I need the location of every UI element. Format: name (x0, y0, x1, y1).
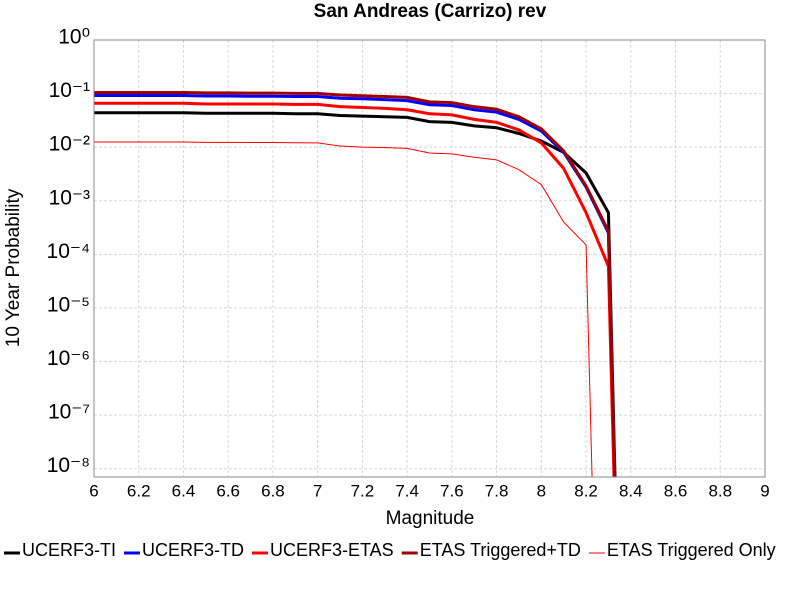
series-line (94, 101, 616, 477)
plot-frame (93, 39, 766, 478)
legend-label: UCERF3-TI (22, 540, 116, 560)
x-tick-label: 7.8 (485, 481, 509, 500)
x-axis-label: Magnitude (386, 508, 475, 529)
x-tick-label: 7 (313, 481, 322, 500)
y-axis-label: 10 Year Probability (3, 188, 24, 347)
y-tick-label: 10⁻⁷ (48, 401, 90, 424)
legend-label: UCERF3-TD (142, 540, 244, 560)
plot-lines (94, 90, 617, 477)
x-tick-label: 7.6 (440, 481, 464, 500)
x-tick-label: 6.2 (127, 481, 151, 500)
series-line (94, 141, 593, 477)
x-tick-label: 6 (89, 481, 98, 500)
y-tick-label: 10⁻² (49, 133, 90, 156)
x-tick-label: 8 (537, 481, 546, 500)
x-tick-label: 7.2 (351, 481, 375, 500)
legend-item: ETAS Triggered Only (588, 540, 776, 560)
x-tick-label: 8.2 (574, 481, 598, 500)
legend-label: ETAS Triggered+TD (420, 540, 581, 560)
y-tick-label: 10⁻⁶ (47, 347, 90, 370)
legend-label: ETAS Triggered Only (607, 540, 776, 560)
series-line (94, 111, 617, 477)
x-tick-label: 6.8 (261, 481, 285, 500)
series-line (94, 94, 617, 477)
x-tick-label: 7.4 (395, 481, 419, 500)
x-tick-label: 9 (760, 481, 769, 500)
x-tick-label: 6.4 (172, 481, 196, 500)
legend-label: UCERF3-ETAS (270, 540, 394, 560)
y-tick-label: 10⁻⁸ (47, 454, 90, 477)
y-tick-label: 10⁻⁴ (47, 240, 90, 263)
x-tick-label: 8.4 (619, 481, 643, 500)
legend-item: ETAS Triggered+TD (401, 540, 581, 560)
y-tick-label: 10⁻¹ (49, 79, 90, 102)
x-tick-label: 8.6 (664, 481, 688, 500)
series-line (94, 90, 617, 477)
y-tick-label: 10⁻³ (49, 186, 90, 209)
y-tick-label: 10⁰ (58, 26, 90, 49)
x-tick-label: 8.8 (708, 481, 732, 500)
legend-item: UCERF3-TD (124, 540, 244, 560)
chart-title: San Andreas (Carrizo) rev (314, 1, 547, 22)
x-tick-label: 6.6 (216, 481, 240, 500)
legend-item: UCERF3-TI (4, 540, 116, 560)
legend-item: UCERF3-ETAS (252, 540, 394, 560)
y-tick-label: 10⁻⁵ (47, 293, 90, 316)
